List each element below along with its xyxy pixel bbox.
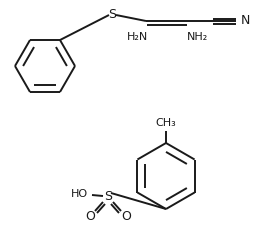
- Text: O: O: [85, 210, 95, 222]
- Text: CH₃: CH₃: [156, 118, 176, 128]
- Text: H₂N: H₂N: [126, 32, 148, 42]
- Text: O: O: [121, 210, 131, 222]
- Text: S: S: [108, 7, 116, 21]
- Text: N: N: [241, 14, 250, 28]
- Text: HO: HO: [71, 189, 88, 199]
- Text: S: S: [104, 190, 112, 204]
- Text: NH₂: NH₂: [186, 32, 208, 42]
